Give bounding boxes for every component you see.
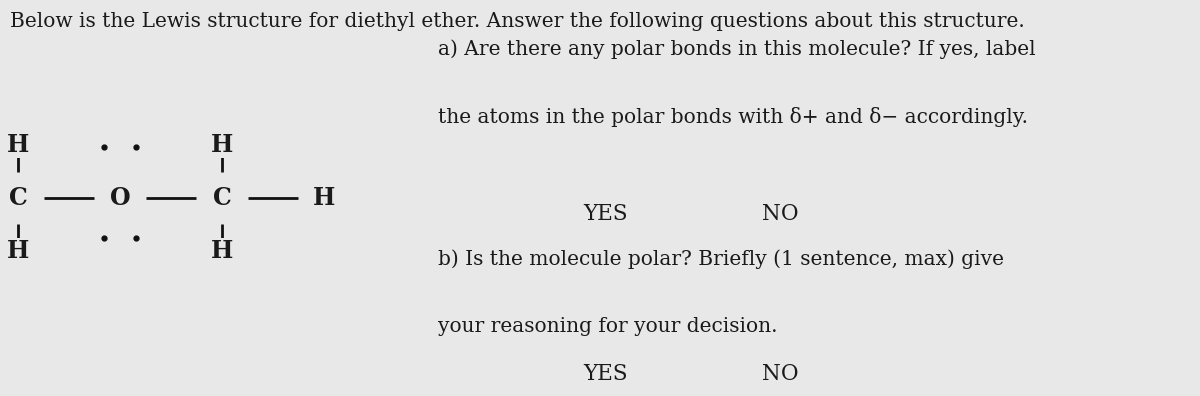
Text: YES: YES [583, 203, 629, 225]
Text: Below is the Lewis structure for diethyl ether. Answer the following questions a: Below is the Lewis structure for diethyl… [10, 12, 1025, 31]
Text: H: H [7, 240, 29, 263]
Text: NO: NO [762, 363, 798, 385]
Text: your reasoning for your decision.: your reasoning for your decision. [438, 317, 778, 336]
Text: C: C [212, 186, 232, 210]
Text: H: H [211, 133, 233, 156]
Text: O: O [109, 186, 131, 210]
Text: the atoms in the polar bonds with δ+ and δ− accordingly.: the atoms in the polar bonds with δ+ and… [438, 107, 1028, 127]
Text: H: H [211, 240, 233, 263]
Text: NO: NO [762, 203, 798, 225]
Text: C: C [8, 186, 28, 210]
Text: YES: YES [583, 363, 629, 385]
Text: b) Is the molecule polar? Briefly (1 sentence, max) give: b) Is the molecule polar? Briefly (1 sen… [438, 249, 1004, 269]
Text: a) Are there any polar bonds in this molecule? If yes, label: a) Are there any polar bonds in this mol… [438, 40, 1036, 59]
Text: H: H [7, 133, 29, 156]
Text: H: H [313, 186, 335, 210]
